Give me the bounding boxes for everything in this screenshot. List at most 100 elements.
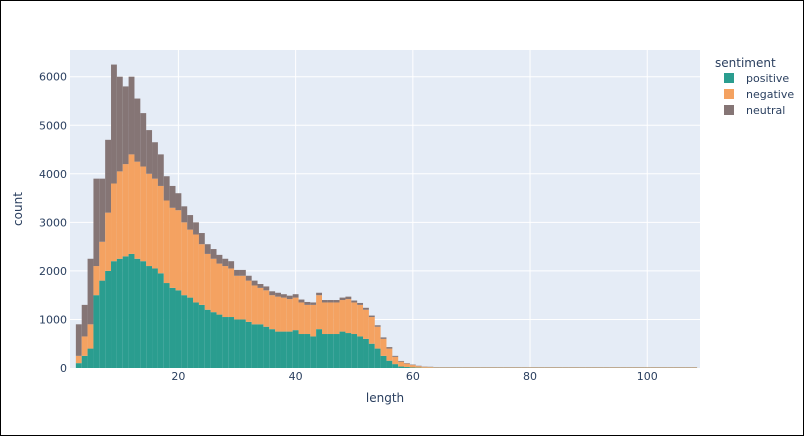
bar-neutral: [374, 325, 381, 327]
bar-neutral: [140, 113, 147, 167]
bar-positive: [111, 261, 117, 368]
bar-negative: [392, 356, 399, 365]
bar-positive: [152, 268, 158, 368]
bar-neutral: [363, 307, 369, 310]
legend-swatch-positive: [724, 73, 734, 83]
bar-negative: [333, 302, 340, 335]
bar-positive: [198, 304, 205, 368]
bar-positive: [216, 314, 223, 368]
bar-positive: [345, 333, 352, 368]
legend-swatch-negative: [724, 89, 734, 99]
bar-positive: [105, 270, 112, 368]
bar-negative: [363, 309, 369, 339]
bar-neutral: [204, 244, 211, 254]
bar-neutral: [292, 294, 299, 298]
bar-positive: [263, 326, 270, 368]
bar-positive: [204, 309, 211, 368]
bar-positive: [257, 324, 264, 368]
bar-neutral: [286, 295, 293, 300]
bar-neutral: [386, 347, 393, 349]
bar-positive: [251, 324, 258, 368]
bar-neutral: [345, 296, 352, 300]
bar-neutral: [368, 315, 375, 318]
bar-neutral: [304, 301, 311, 305]
bar-negative: [81, 336, 88, 356]
bar-neutral: [228, 261, 235, 269]
bar-positive: [363, 338, 369, 368]
bar-negative: [421, 366, 428, 368]
bar-negative: [93, 266, 100, 296]
bar-neutral: [99, 178, 106, 242]
x-tick-label: 80: [523, 370, 537, 383]
bar-positive: [286, 331, 293, 368]
bar-negative: [427, 367, 434, 368]
bar-negative: [292, 297, 299, 331]
bar-negative: [140, 166, 147, 262]
bar-negative: [198, 244, 205, 305]
bar-positive: [374, 348, 381, 368]
bar-neutral: [175, 193, 182, 211]
bar-positive: [193, 302, 199, 368]
bar-neutral: [239, 269, 246, 276]
bar-negative: [404, 363, 410, 368]
bar-neutral: [163, 176, 170, 201]
bar-positive: [81, 355, 88, 368]
bar-positive: [146, 266, 153, 368]
bar-negative: [286, 299, 293, 332]
bar-neutral: [280, 294, 287, 298]
bar-positive: [187, 297, 194, 368]
y-tick-label: 1000: [39, 313, 67, 326]
bar-positive: [269, 329, 276, 368]
bar-neutral: [134, 98, 141, 162]
bar-positive: [316, 329, 322, 368]
x-axis-label: length: [366, 391, 404, 405]
bar-positive: [304, 334, 311, 368]
y-tick-label: 0: [60, 362, 67, 375]
bar-negative: [234, 275, 240, 320]
bar-negative: [386, 348, 393, 361]
bar-positive: [322, 334, 328, 368]
bar-negative: [245, 280, 252, 322]
bar-positive: [292, 330, 299, 368]
legend-swatch-neutral: [724, 105, 734, 115]
bar-negative: [298, 302, 305, 335]
bar-neutral: [198, 233, 205, 245]
bar-negative: [75, 355, 82, 364]
bar-positive: [75, 363, 82, 368]
bar-neutral: [310, 302, 317, 305]
legend: sentiment positive negative neutral: [715, 56, 794, 117]
bar-neutral: [187, 215, 194, 230]
bar-neutral: [357, 302, 364, 305]
bar-positive: [116, 258, 123, 368]
bar-neutral: [157, 154, 164, 186]
bar-positive: [169, 287, 176, 368]
bar-positive: [163, 283, 170, 368]
bar-positive: [333, 334, 340, 368]
bar-negative: [275, 296, 281, 332]
legend-label-negative: negative: [746, 88, 794, 101]
bar-negative: [269, 295, 276, 330]
bar-negative: [415, 366, 422, 368]
x-tick-label: 20: [171, 370, 185, 383]
bar-neutral: [193, 222, 199, 235]
bar-positive: [122, 256, 129, 368]
bar-negative: [409, 365, 416, 368]
bar-neutral: [210, 249, 217, 259]
bar-negative: [169, 207, 176, 288]
bar-negative: [257, 287, 264, 325]
bar-neutral: [339, 297, 346, 301]
bar-neutral: [169, 185, 176, 208]
bar-neutral: [398, 360, 405, 362]
bar-neutral: [380, 337, 387, 339]
bar-neutral: [128, 76, 135, 155]
bar-positive: [239, 319, 246, 368]
bar-negative: [87, 324, 94, 349]
bar-positive: [245, 321, 252, 368]
bar-negative: [128, 154, 135, 254]
y-tick-label: 2000: [39, 265, 67, 278]
bar-positive: [310, 336, 317, 368]
bar-negative: [216, 263, 223, 315]
bar-negative: [239, 275, 246, 320]
x-tick-label: 60: [406, 370, 420, 383]
